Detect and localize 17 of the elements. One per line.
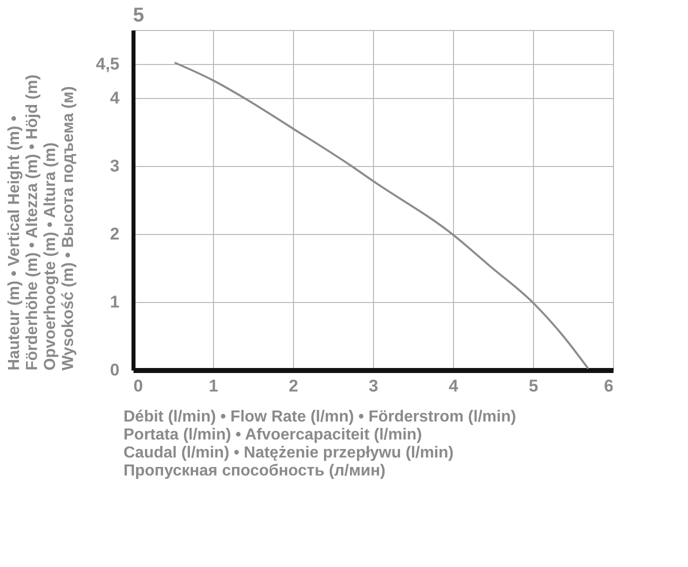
chart-title: 5 <box>133 4 144 26</box>
x-tick-label: 5 <box>528 376 538 396</box>
x-tick-label: 6 <box>604 376 614 396</box>
y-tick-label: 3 <box>110 156 120 176</box>
x-axis-title: Débit (l/min) • Flow Rate (l/mn) • Förderstrom (l/min) Portata (l/min) • Afvoercapaciteit (l/min) Caudal (l/min) • Natężenie przepływu (l/min) Пропускная способность (л/мин) <box>124 408 516 480</box>
y-tick-label: 1 <box>110 292 120 312</box>
x-tick-label: 4 <box>448 376 459 396</box>
x-tick-label: 0 <box>134 376 143 396</box>
x-tick-label: 2 <box>288 376 298 396</box>
y-tick-label: 4,5 <box>96 54 120 74</box>
line-series <box>174 62 590 370</box>
y-tick-label: 0 <box>110 360 120 380</box>
x-tick-label: 1 <box>208 376 218 396</box>
y-tick-label: 4 <box>110 88 120 108</box>
y-axis-title: Hauteur (m) • Vertical Height (m) • Förderhöhe (m) • Altezza (m) • Höjd (m) Opvoerhoogte (m) • Altura (m) Wysokość (m) • Высота подъема (м) <box>6 74 77 370</box>
x-tick-label: 3 <box>368 376 378 396</box>
y-tick-label: 2 <box>110 224 120 244</box>
